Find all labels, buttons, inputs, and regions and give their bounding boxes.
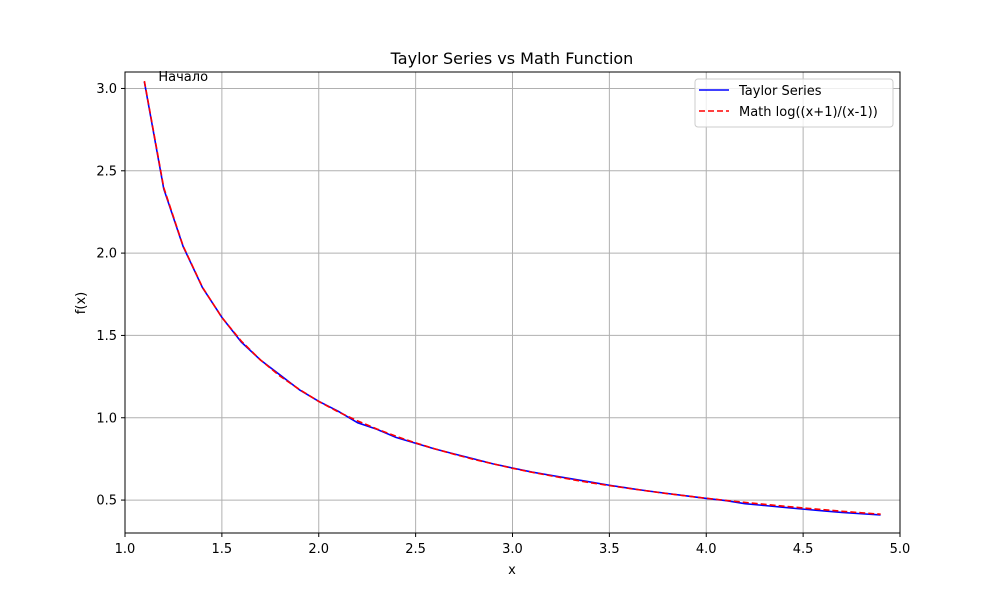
x-tick-label: 4.5	[793, 542, 814, 557]
ticks: 1.0 1.5 2.0 2.5 3.0 3.5 4.0 4.5 5.0 0.5 1.0 1.5 2.0 2…	[96, 82, 910, 557]
y-tick-label: 1.0	[96, 411, 117, 426]
x-tick-label: 4.0	[696, 542, 717, 557]
chart-title: Taylor Series vs Math Function	[390, 49, 634, 68]
legend-label-taylor: Taylor Series	[738, 84, 822, 99]
x-tick-label: 3.5	[599, 542, 620, 557]
y-tick-label: 3.0	[96, 82, 117, 97]
legend-label-math: Math log((x+1)/(x-1))	[739, 105, 878, 120]
x-tick-label: 5.0	[890, 542, 911, 557]
x-tick-label: 1.5	[212, 542, 233, 557]
x-tick-label: 3.0	[502, 542, 523, 557]
x-axis-label: x	[508, 563, 516, 578]
y-axis-label: f(x)	[74, 292, 89, 314]
annotations: Начало	[158, 70, 208, 85]
y-tick-label: 2.0	[96, 247, 117, 262]
x-tick-label: 1.0	[115, 542, 136, 557]
annotation-start: Начало	[158, 70, 208, 85]
legend-box	[694, 78, 894, 128]
y-tick-label: 2.5	[96, 164, 117, 179]
y-tick-label: 0.5	[96, 494, 117, 509]
x-tick-label: 2.0	[308, 542, 329, 557]
y-tick-label: 1.5	[96, 329, 117, 344]
series-group	[143, 80, 881, 516]
legend: Taylor Series Math log((x+1)/(x-1))	[694, 78, 894, 128]
x-tick-label: 2.5	[405, 542, 426, 557]
series-line-math	[143, 80, 881, 516]
